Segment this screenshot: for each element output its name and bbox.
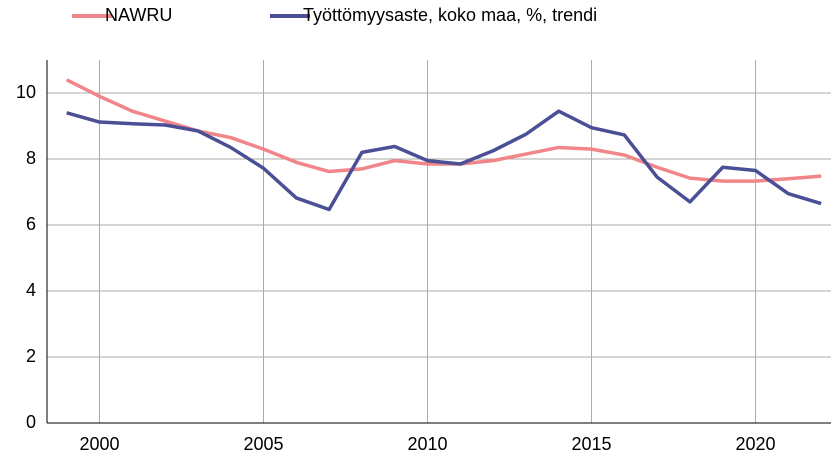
- y-tick-label: 10: [16, 82, 36, 102]
- x-tick-label: 2005: [243, 434, 283, 454]
- y-tick-label: 8: [26, 148, 36, 168]
- x-tick-label: 2015: [572, 434, 612, 454]
- x-tick-label: 2020: [736, 434, 776, 454]
- y-tick-label: 6: [26, 214, 36, 234]
- legend-label: Työttömyysaste, koko maa, %, trendi: [303, 5, 597, 25]
- series-line: [66, 109, 822, 212]
- legend-label: NAWRU: [105, 5, 172, 25]
- y-tick-label: 4: [26, 280, 36, 300]
- y-tick-label: 0: [26, 412, 36, 432]
- x-tick-label: 2010: [407, 434, 447, 454]
- series-line: [65, 78, 822, 183]
- y-tick-label: 2: [26, 346, 36, 366]
- x-tick-label: 2000: [79, 434, 119, 454]
